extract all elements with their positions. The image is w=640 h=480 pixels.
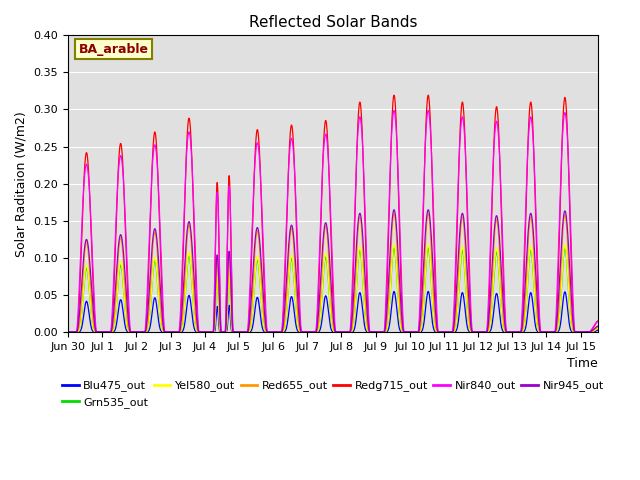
Blu475_out xyxy=(414,329,422,335)
Redg715_out xyxy=(414,329,422,335)
Nir840_out xyxy=(579,329,587,335)
Yel580_out xyxy=(230,329,237,335)
Blu475_out xyxy=(594,327,602,333)
Red655_out xyxy=(424,211,432,216)
Red655_out xyxy=(579,329,587,335)
Grn535_out xyxy=(406,329,414,335)
Grn535_out xyxy=(64,329,72,335)
Yel580_out xyxy=(406,329,414,335)
Legend: Blu475_out, Grn535_out, Yel580_out, Red655_out, Redg715_out, Nir840_out, Nir945_: Blu475_out, Grn535_out, Yel580_out, Red6… xyxy=(58,376,608,412)
Grn535_out xyxy=(544,329,552,335)
Line: Grn535_out: Grn535_out xyxy=(68,248,598,332)
Redg715_out xyxy=(579,329,587,335)
Grn535_out xyxy=(182,288,189,293)
Grn535_out xyxy=(230,329,237,335)
Nir945_out xyxy=(594,324,602,329)
Redg715_out xyxy=(544,329,552,335)
Line: Redg715_out: Redg715_out xyxy=(68,95,598,332)
Grn535_out xyxy=(424,245,432,251)
Yel580_out xyxy=(424,241,432,247)
Nir945_out xyxy=(64,329,72,335)
Nir945_out xyxy=(230,329,237,335)
Nir840_out xyxy=(230,329,237,335)
Grn535_out xyxy=(579,329,587,335)
Nir840_out xyxy=(594,319,602,324)
Yel580_out xyxy=(182,286,189,291)
Line: Blu475_out: Blu475_out xyxy=(68,291,598,332)
Redg715_out xyxy=(230,329,237,335)
Redg715_out xyxy=(406,329,414,335)
Blu475_out xyxy=(64,329,72,335)
Nir840_out xyxy=(414,329,422,335)
Yel580_out xyxy=(414,329,422,335)
Line: Red655_out: Red655_out xyxy=(68,214,598,332)
Redg715_out xyxy=(424,92,432,98)
Blu475_out xyxy=(424,288,432,294)
Text: BA_arable: BA_arable xyxy=(79,43,148,56)
Red655_out xyxy=(594,324,602,329)
Blu475_out xyxy=(544,329,552,335)
Nir840_out xyxy=(64,329,72,335)
Nir840_out xyxy=(182,169,189,175)
Grn535_out xyxy=(414,329,422,335)
Line: Nir945_out: Nir945_out xyxy=(68,210,598,332)
Line: Yel580_out: Yel580_out xyxy=(68,244,598,332)
Redg715_out xyxy=(182,171,189,177)
Nir840_out xyxy=(406,329,414,335)
Redg715_out xyxy=(594,318,602,324)
Nir945_out xyxy=(579,329,587,335)
Blu475_out xyxy=(182,314,189,320)
Line: Nir840_out: Nir840_out xyxy=(68,110,598,332)
Red655_out xyxy=(406,329,414,335)
Red655_out xyxy=(64,329,72,335)
Yel580_out xyxy=(594,325,602,331)
Nir945_out xyxy=(424,207,432,213)
Yel580_out xyxy=(544,329,552,335)
Nir945_out xyxy=(406,329,414,335)
Nir945_out xyxy=(414,329,422,335)
Nir840_out xyxy=(424,108,432,113)
X-axis label: Time: Time xyxy=(567,357,598,370)
Blu475_out xyxy=(230,329,237,335)
Title: Reflected Solar Bands: Reflected Solar Bands xyxy=(248,15,417,30)
Nir945_out xyxy=(182,248,189,253)
Y-axis label: Solar Raditaion (W/m2): Solar Raditaion (W/m2) xyxy=(15,111,28,256)
Red655_out xyxy=(230,329,237,335)
Nir840_out xyxy=(544,329,552,335)
Nir945_out xyxy=(544,329,552,335)
Blu475_out xyxy=(406,329,414,335)
Red655_out xyxy=(414,329,422,335)
Blu475_out xyxy=(579,329,587,335)
Yel580_out xyxy=(64,329,72,335)
Yel580_out xyxy=(579,329,587,335)
Red655_out xyxy=(182,261,189,267)
Red655_out xyxy=(544,329,552,335)
Redg715_out xyxy=(64,329,72,335)
Grn535_out xyxy=(594,325,602,331)
